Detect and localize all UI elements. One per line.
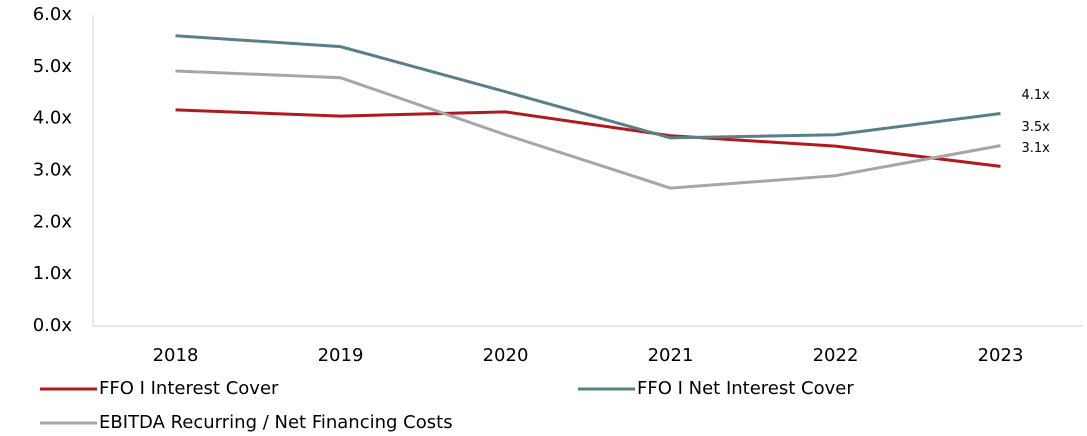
legend-label: FFO I Interest Cover xyxy=(99,378,279,399)
series-line xyxy=(175,108,1001,168)
y-tick-label: 1.0x xyxy=(33,263,73,284)
legend-label: EBITDA Recurring / Net Financing Costs xyxy=(99,412,453,433)
value-label: 4.1x xyxy=(1022,88,1051,103)
value-label: 3.1x xyxy=(1022,141,1051,156)
x-tick-label: 2023 xyxy=(978,345,1024,366)
x-tick-label: 2022 xyxy=(813,345,859,366)
y-tick-label: 0.0x xyxy=(33,315,73,336)
legend-label: FFO I Net Interest Cover xyxy=(637,378,854,399)
y-tick-label: 5.0x xyxy=(33,56,73,77)
y-tick-label: 3.0x xyxy=(33,160,73,181)
x-tick-label: 2021 xyxy=(648,345,694,366)
x-tick-label: 2018 xyxy=(153,345,199,366)
value-label: 3.5x xyxy=(1022,120,1051,135)
x-tick-label: 2020 xyxy=(483,345,529,366)
series-line xyxy=(175,34,1001,140)
series-line xyxy=(175,69,1001,190)
y-tick-label: 2.0x xyxy=(33,211,73,232)
y-tick-label: 4.0x xyxy=(33,108,73,129)
y-tick-label: 6.0x xyxy=(33,4,73,25)
x-tick-label: 2019 xyxy=(318,345,364,366)
